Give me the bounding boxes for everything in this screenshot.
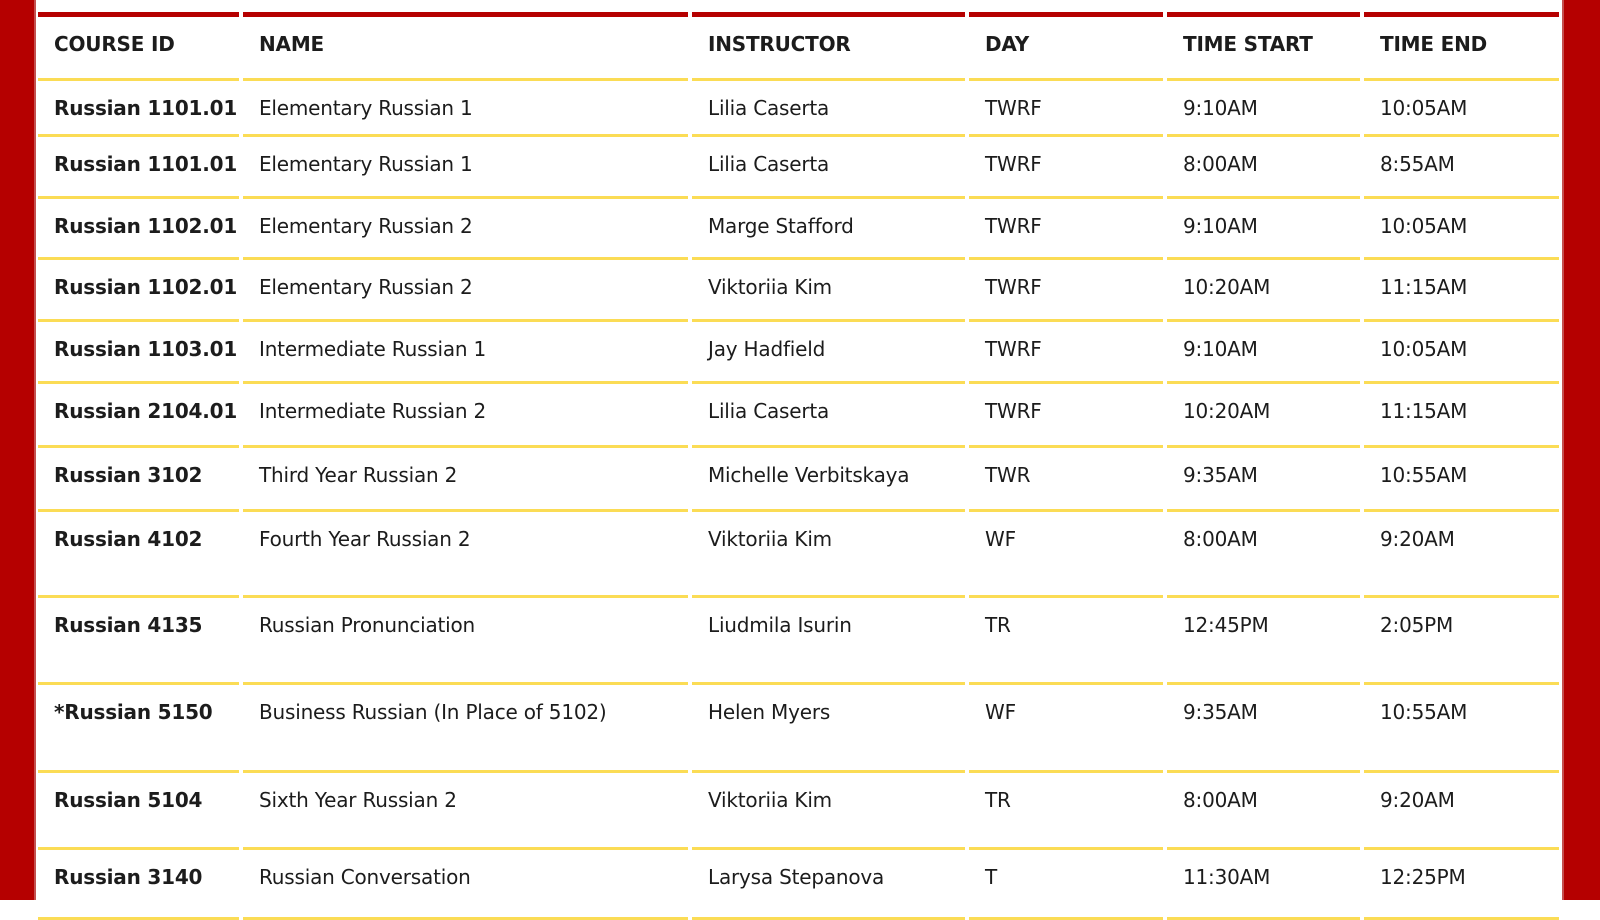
time-end-cell: 9:20AM: [1364, 512, 1559, 598]
time-start-cell: 9:35AM: [1167, 685, 1360, 773]
course-id-cell: Russian 4102: [38, 512, 239, 598]
day-cell: TR: [969, 773, 1163, 850]
instructor-cell: Larysa Stepanova: [692, 850, 965, 920]
table-row: Russian 5104 Sixth Year Russian 2 Viktor…: [38, 773, 1559, 850]
instructor-cell: Viktoriia Kim: [692, 512, 965, 598]
course-name-cell: Elementary Russian 2: [243, 260, 688, 322]
course-id-cell: Russian 4135: [38, 598, 239, 685]
instructor-cell: Jay Hadfield: [692, 322, 965, 384]
course-name-cell: Third Year Russian 2: [243, 448, 688, 512]
table-row: Russian 3102 Third Year Russian 2 Michel…: [38, 448, 1559, 512]
instructor-cell: Viktoriia Kim: [692, 773, 965, 850]
time-end-cell: 8:55AM: [1364, 137, 1559, 199]
time-end-cell: 10:05AM: [1364, 322, 1559, 384]
course-id-cell: *Russian 5150: [38, 685, 239, 773]
time-start-cell: 9:35AM: [1167, 448, 1360, 512]
course-id-cell: Russian 2104.01: [38, 384, 239, 448]
course-name-cell: Sixth Year Russian 2: [243, 773, 688, 850]
table-row: Russian 4135 Russian Pronunciation Liudm…: [38, 598, 1559, 685]
instructor-cell: Helen Myers: [692, 685, 965, 773]
day-cell: TR: [969, 598, 1163, 685]
time-start-cell: 9:10AM: [1167, 199, 1360, 260]
table-row: Russian 3140 Russian Conversation Larysa…: [38, 850, 1559, 920]
course-id-cell: Russian 1103.01: [38, 322, 239, 384]
course-name-cell: Intermediate Russian 1: [243, 322, 688, 384]
course-id-cell: Russian 1102.01: [38, 260, 239, 322]
time-end-cell: 9:20AM: [1364, 773, 1559, 850]
day-cell: WF: [969, 512, 1163, 598]
time-start-cell: 10:20AM: [1167, 384, 1360, 448]
table-row: *Russian 5150 Business Russian (In Place…: [38, 685, 1559, 773]
time-end-cell: 10:55AM: [1364, 685, 1559, 773]
instructor-cell: Viktoriia Kim: [692, 260, 965, 322]
course-id-cell: Russian 3102: [38, 448, 239, 512]
time-start-cell: 12:45PM: [1167, 598, 1360, 685]
time-end-cell: 12:25PM: [1364, 850, 1559, 920]
header-instructor: INSTRUCTOR: [692, 12, 965, 81]
right-red-bar: [1562, 0, 1600, 900]
day-cell: TWRF: [969, 81, 1163, 137]
course-id-cell: Russian 5104: [38, 773, 239, 850]
time-end-cell: 10:05AM: [1364, 81, 1559, 137]
schedule-table-container: COURSE ID NAME INSTRUCTOR DAY TIME START…: [34, 12, 1564, 920]
time-start-cell: 9:10AM: [1167, 322, 1360, 384]
header-name: NAME: [243, 12, 688, 81]
course-name-cell: Intermediate Russian 2: [243, 384, 688, 448]
instructor-cell: Lilia Caserta: [692, 137, 965, 199]
time-start-cell: 8:00AM: [1167, 137, 1360, 199]
instructor-cell: Lilia Caserta: [692, 81, 965, 137]
course-name-cell: Elementary Russian 1: [243, 81, 688, 137]
header-time-start: TIME START: [1167, 12, 1360, 81]
course-name-cell: Business Russian (In Place of 5102): [243, 685, 688, 773]
day-cell: WF: [969, 685, 1163, 773]
course-name-cell: Russian Conversation: [243, 850, 688, 920]
course-id-cell: Russian 3140: [38, 850, 239, 920]
day-cell: TWRF: [969, 384, 1163, 448]
header-time-end: TIME END: [1364, 12, 1559, 81]
instructor-cell: Lilia Caserta: [692, 384, 965, 448]
day-cell: TWR: [969, 448, 1163, 512]
left-red-bar: [0, 0, 36, 900]
time-end-cell: 2:05PM: [1364, 598, 1559, 685]
header-day: DAY: [969, 12, 1163, 81]
table-row: Russian 1102.01 Elementary Russian 2 Vik…: [38, 260, 1559, 322]
instructor-cell: Liudmila Isurin: [692, 598, 965, 685]
day-cell: TWRF: [969, 199, 1163, 260]
day-cell: TWRF: [969, 322, 1163, 384]
table-row: Russian 2104.01 Intermediate Russian 2 L…: [38, 384, 1559, 448]
course-name-cell: Elementary Russian 2: [243, 199, 688, 260]
time-start-cell: 8:00AM: [1167, 512, 1360, 598]
time-start-cell: 11:30AM: [1167, 850, 1360, 920]
instructor-cell: Marge Stafford: [692, 199, 965, 260]
time-start-cell: 8:00AM: [1167, 773, 1360, 850]
course-schedule-table: COURSE ID NAME INSTRUCTOR DAY TIME START…: [34, 12, 1563, 920]
table-row: Russian 1103.01 Intermediate Russian 1 J…: [38, 322, 1559, 384]
day-cell: TWRF: [969, 137, 1163, 199]
time-start-cell: 9:10AM: [1167, 81, 1360, 137]
header-course-id: COURSE ID: [38, 12, 239, 81]
course-id-cell: Russian 1101.01: [38, 137, 239, 199]
day-cell: T: [969, 850, 1163, 920]
table-row: Russian 1101.01 Elementary Russian 1 Lil…: [38, 81, 1559, 137]
course-name-cell: Fourth Year Russian 2: [243, 512, 688, 598]
time-end-cell: 10:55AM: [1364, 448, 1559, 512]
table-row: Russian 1101.01 Elementary Russian 1 Lil…: [38, 137, 1559, 199]
table-row: Russian 1102.01 Elementary Russian 2 Mar…: [38, 199, 1559, 260]
table-row: Russian 4102 Fourth Year Russian 2 Vikto…: [38, 512, 1559, 598]
course-id-cell: Russian 1102.01: [38, 199, 239, 260]
course-name-cell: Elementary Russian 1: [243, 137, 688, 199]
header-row: COURSE ID NAME INSTRUCTOR DAY TIME START…: [38, 12, 1559, 81]
time-end-cell: 11:15AM: [1364, 260, 1559, 322]
course-id-cell: Russian 1101.01: [38, 81, 239, 137]
day-cell: TWRF: [969, 260, 1163, 322]
instructor-cell: Michelle Verbitskaya: [692, 448, 965, 512]
time-end-cell: 11:15AM: [1364, 384, 1559, 448]
course-name-cell: Russian Pronunciation: [243, 598, 688, 685]
time-end-cell: 10:05AM: [1364, 199, 1559, 260]
time-start-cell: 10:20AM: [1167, 260, 1360, 322]
